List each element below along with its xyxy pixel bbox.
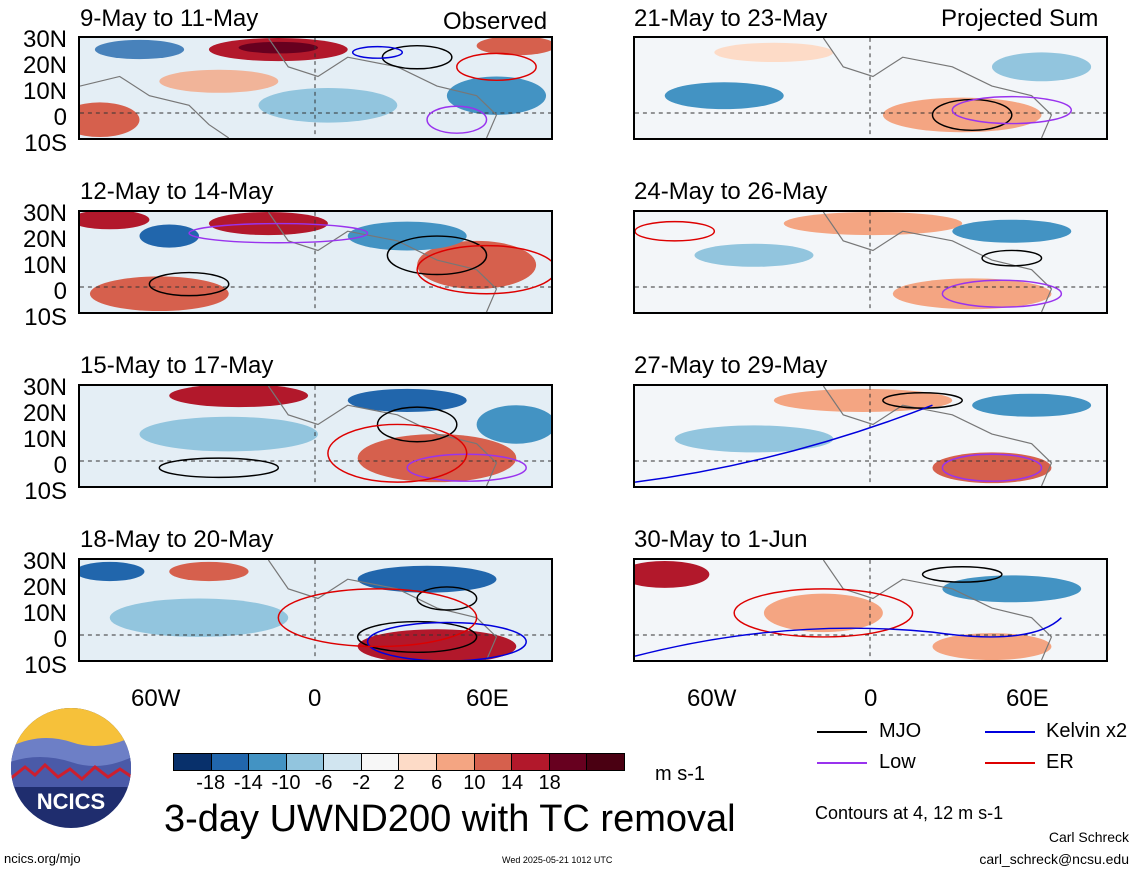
map-panel-right-2: [633, 210, 1108, 314]
contours-note: Contours at 4, 12 m s-1: [815, 803, 1004, 823]
legend-er-swatch: [985, 762, 1035, 764]
map-panel-left-1-field: [80, 38, 551, 138]
footer-timestamp: Wed 2025-05-21 1012 UTC: [502, 855, 613, 865]
panel-title-left-3: 15-May to 17-May: [80, 352, 274, 379]
legend-low-label: Low: [879, 751, 916, 773]
colorbar-swatch: [399, 754, 438, 770]
panel-title-left-2: 12-May to 14-May: [80, 178, 274, 205]
panel-title-right-2: 24-May to 26-May: [634, 178, 828, 205]
map-panel-left-4: [78, 558, 553, 662]
lat-30n: 30N: [22, 26, 67, 53]
lat-0: 0: [53, 626, 67, 653]
map-panel-right-4: [633, 558, 1108, 662]
colorbar: [173, 753, 625, 771]
colorbar-swatch: [474, 754, 513, 770]
colorbar-tick-label: -14: [233, 772, 263, 794]
lat-10s: 10S: [24, 478, 67, 505]
map-panel-right-3-field: [635, 386, 1106, 486]
colorbar-tick-label: -6: [314, 772, 333, 794]
panel-title-right-3: 27-May to 29-May: [634, 352, 828, 379]
lat-30n: 30N: [22, 548, 67, 575]
colorbar-tick-label: 6: [431, 772, 443, 794]
colorbar-swatch: [211, 754, 250, 770]
lat-10n: 10N: [22, 600, 67, 627]
map-panel-left-1: [78, 36, 553, 140]
colorbar-swatch: [174, 754, 212, 770]
lat-0: 0: [53, 278, 67, 305]
map-panel-left-3: [78, 384, 553, 488]
colorbar-swatch: [587, 754, 624, 770]
map-panel-right-4-field: [635, 560, 1106, 660]
lon-label-0-right: 0: [864, 685, 878, 712]
footer-url[interactable]: ncics.org/mjo: [4, 851, 81, 866]
lat-0: 0: [53, 104, 67, 131]
lat-20n: 20N: [22, 574, 67, 601]
map-panel-left-2-field: [80, 212, 551, 312]
legend-kelvin-label: Kelvin x2: [1046, 720, 1128, 742]
lat-20n: 20N: [22, 52, 67, 79]
map-panel-left-2: [78, 210, 553, 314]
author-email: carl_schreck@ncsu.edu: [979, 851, 1129, 867]
colorbar-tick-label: 18: [538, 772, 561, 794]
lat-10s: 10S: [24, 130, 67, 157]
map-panel-right-2-field: [635, 212, 1106, 312]
lon-label-60e-right: 60E: [1006, 685, 1049, 712]
main-title: 3-day UWND200 with TC removal: [164, 798, 736, 840]
lat-10n: 10N: [22, 426, 67, 453]
panel-title-left-4: 18-May to 20-May: [80, 526, 274, 553]
legend-er-label: ER: [1046, 751, 1074, 773]
lon-label-0-left: 0: [308, 685, 322, 712]
legend-low-swatch: [817, 762, 867, 764]
lon-label-60w-right: 60W: [687, 685, 737, 712]
colorbar-tick-label: 2: [393, 772, 405, 794]
colorbar-tick-label: -10: [271, 772, 301, 794]
lat-10n: 10N: [22, 78, 67, 105]
lat-30n: 30N: [22, 374, 67, 401]
lat-10s: 10S: [24, 304, 67, 331]
panel-title-right-4: 30-May to 1-Jun: [634, 526, 808, 553]
lat-10s: 10S: [24, 652, 67, 679]
colorbar-tick-label: -18: [196, 772, 226, 794]
panel-title-right-1: 21-May to 23-May: [634, 5, 828, 32]
map-panel-left-4-field: [80, 560, 551, 660]
ncics-logo: NCICS: [11, 708, 131, 828]
units-label: m s-1: [655, 763, 705, 785]
lat-20n: 20N: [22, 226, 67, 253]
colorbar-tick-label: 14: [500, 772, 524, 794]
projected-sum-tag: Projected Sum: [941, 5, 1099, 32]
colorbar-swatch: [249, 754, 287, 770]
map-panel-right-1: [633, 36, 1108, 140]
colorbar-tick-label: 10: [463, 772, 486, 794]
lat-20n: 20N: [22, 400, 67, 427]
lat-0: 0: [53, 452, 67, 479]
logo-text: NCICS: [37, 789, 105, 814]
author-name: Carl Schreck: [1048, 829, 1129, 845]
lon-label-60e-left: 60E: [466, 685, 509, 712]
lat-30n: 30N: [22, 200, 67, 227]
map-panel-right-1-field: [635, 38, 1106, 138]
panel-title-left-1: 9-May to 11-May: [80, 5, 259, 32]
lon-label-60w-left: 60W: [131, 685, 181, 712]
colorbar-swatch: [437, 754, 475, 770]
colorbar-swatch: [549, 754, 588, 770]
colorbar-swatch: [512, 754, 550, 770]
map-panel-left-3-field: [80, 386, 551, 486]
legend-kelvin-swatch: [985, 731, 1035, 733]
observed-tag: Observed: [443, 8, 548, 35]
colorbar-tick-label: -2: [352, 772, 371, 794]
colorbar-swatch: [361, 754, 400, 770]
colorbar-swatch: [286, 754, 325, 770]
legend-mjo-label: MJO: [879, 720, 922, 742]
map-panel-right-3: [633, 384, 1108, 488]
colorbar-swatch: [324, 754, 362, 770]
legend-mjo-swatch: [817, 731, 867, 733]
lat-10n: 10N: [22, 252, 67, 279]
